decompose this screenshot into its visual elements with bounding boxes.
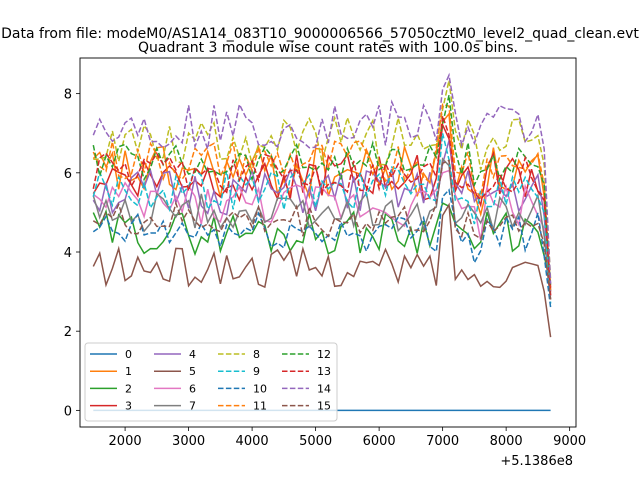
- x-axis: 2000 3000 4000 5000 6000 7000 8000 9000: [109, 427, 586, 449]
- legend-label-12: 12: [317, 348, 331, 361]
- series-line-11: [92, 103, 552, 292]
- legend-label-9: 9: [253, 365, 260, 378]
- legend-label-7: 7: [189, 400, 196, 413]
- plot-lines: [92, 72, 552, 412]
- y-tick-label: 2: [64, 325, 72, 340]
- y-tick-label: 6: [64, 167, 72, 182]
- series-line-9: [92, 133, 552, 304]
- series-line-14: [92, 72, 552, 284]
- series-line-2: [92, 202, 552, 284]
- x-tick-label: 6000: [363, 434, 396, 449]
- legend-box: [84, 342, 338, 422]
- series-line-1: [92, 111, 552, 292]
- x-tick-label: 3000: [172, 434, 205, 449]
- series-line-8: [93, 80, 552, 280]
- legend-label-13: 13: [317, 365, 331, 378]
- series-line-15: [92, 159, 552, 300]
- legend-label-14: 14: [317, 382, 331, 395]
- legend-label-11: 11: [253, 400, 267, 413]
- series-line-5: [92, 202, 552, 338]
- legend-label-0: 0: [125, 348, 132, 361]
- y-tick-label: 8: [64, 88, 72, 103]
- y-tick-label: 0: [64, 404, 72, 419]
- legend-label-1: 1: [125, 365, 132, 378]
- x-tick-label: 5000: [299, 434, 332, 449]
- x-tick-label: 7000: [426, 434, 459, 449]
- legend-label-6: 6: [189, 382, 196, 395]
- legend-label-15: 15: [317, 400, 331, 413]
- x-offset-label: +5.1386e8: [500, 454, 573, 469]
- legend-label-8: 8: [253, 348, 260, 361]
- x-tick-label: 2000: [109, 434, 142, 449]
- y-axis: 0 2 4 6 8: [64, 88, 80, 419]
- legend-label-4: 4: [189, 348, 196, 361]
- legend-label-2: 2: [125, 382, 132, 395]
- chart-title: Quadrant 3 module wise count rates with …: [138, 40, 518, 56]
- y-tick-label: 4: [64, 246, 72, 261]
- x-tick-label: 9000: [553, 434, 586, 449]
- legend-label-5: 5: [189, 365, 196, 378]
- x-tick-label: 4000: [236, 434, 269, 449]
- legend-label-10: 10: [253, 382, 267, 395]
- series-line-10: [92, 188, 552, 308]
- series-line-13: [92, 115, 552, 296]
- series-line-12: [92, 94, 552, 288]
- series-line-4: [92, 140, 552, 292]
- plot-frame: [79, 57, 577, 428]
- legend-label-3: 3: [125, 400, 132, 413]
- x-tick-label: 8000: [490, 434, 523, 449]
- chart-suptitle: Data from file: modeM0/AS1A14_083T10_900…: [1, 26, 639, 42]
